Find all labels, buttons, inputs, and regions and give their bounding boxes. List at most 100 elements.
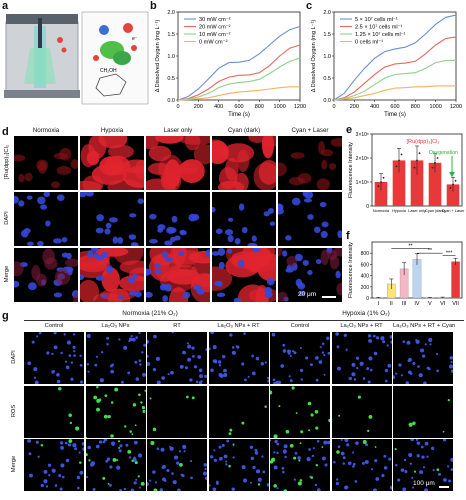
y-tick-label: 2×10⁶ — [356, 156, 369, 162]
nucleus — [418, 373, 423, 378]
sig-label: *** — [446, 250, 453, 256]
nucleus — [285, 268, 294, 273]
nucleus — [81, 442, 84, 446]
nucleus — [345, 348, 348, 351]
nucleus — [196, 288, 205, 295]
column-label: Normoxia — [32, 127, 60, 134]
nucleus — [33, 367, 38, 372]
nucleus — [86, 333, 91, 338]
panel-label-g: g — [2, 310, 9, 322]
nucleus — [130, 242, 137, 246]
cell-signal — [155, 136, 184, 144]
nucleus — [342, 462, 345, 465]
nucleus — [208, 484, 211, 487]
column-label: La₂O₃ NPs + RT — [217, 323, 260, 329]
nucleus — [348, 376, 352, 381]
panel-label-d: d — [2, 126, 9, 138]
nucleus — [209, 455, 213, 459]
nucleus — [340, 451, 345, 456]
nucleus — [138, 363, 142, 366]
y-tick-label: 400 — [361, 274, 370, 280]
cell-signal — [193, 143, 210, 165]
cell-signal — [321, 149, 333, 157]
nucleus — [419, 470, 424, 474]
nucleus — [176, 461, 180, 465]
group-line-normoxia — [24, 320, 268, 321]
cell-signal — [59, 147, 72, 161]
nucleus — [85, 475, 88, 479]
data-point — [377, 185, 380, 188]
cell-signal — [164, 159, 181, 188]
nucleus — [127, 276, 136, 284]
ros-spot — [263, 405, 267, 408]
nucleus — [324, 463, 328, 467]
x-tick-label: I — [378, 301, 380, 307]
cell-signal — [321, 159, 328, 170]
nucleus — [273, 381, 278, 384]
x-axis-label: Time (s) — [228, 112, 250, 118]
nucleus — [266, 379, 269, 383]
nucleus — [373, 351, 377, 356]
nucleus — [204, 476, 207, 481]
cell-signal — [212, 139, 228, 161]
nucleus — [270, 439, 272, 442]
sphere-blue — [99, 25, 109, 35]
cell-signal — [14, 154, 26, 162]
nucleus — [109, 369, 114, 374]
nucleus — [222, 368, 227, 373]
nucleus — [164, 257, 173, 263]
nucleus — [106, 457, 110, 461]
micrograph-tile — [14, 248, 78, 302]
x-tick-label: VI — [440, 301, 446, 307]
cell-signal — [36, 273, 47, 287]
nucleus — [129, 213, 137, 218]
nucleus — [189, 459, 193, 463]
nucleus — [266, 376, 269, 380]
nucleus — [73, 354, 76, 357]
ros-spot — [299, 479, 303, 482]
panel-label-c: c — [306, 0, 313, 12]
oxygen-bubble-1 — [57, 37, 63, 43]
nucleus — [100, 379, 103, 383]
nucleus — [72, 443, 77, 448]
ros-spot — [95, 407, 100, 412]
cell-signal — [36, 159, 49, 171]
y-tick-label: 0.5 — [323, 76, 331, 82]
nucleus — [283, 444, 288, 449]
ros-spot — [150, 441, 155, 446]
nucleus — [153, 334, 157, 339]
nucleus — [64, 360, 68, 363]
column-label: La₂O₃ NPs — [101, 323, 130, 329]
nucleus — [367, 356, 373, 361]
nucleus — [336, 366, 341, 371]
nucleus — [409, 372, 413, 375]
nucleus — [428, 337, 433, 343]
nucleus — [218, 261, 225, 270]
cell-signal — [170, 248, 200, 268]
legend-label: 10 mW cm⁻² — [199, 32, 231, 38]
nucleus — [170, 236, 176, 242]
nucleus — [135, 377, 139, 381]
micrograph-tile — [146, 248, 210, 302]
nucleus — [273, 451, 276, 454]
nucleus — [307, 270, 313, 276]
nucleus — [249, 445, 253, 449]
nucleus — [288, 375, 291, 378]
nucleus — [264, 287, 273, 294]
nucleus — [157, 224, 166, 231]
nucleus — [79, 363, 83, 367]
oxygen-small-2 — [93, 55, 99, 61]
nucleus — [27, 361, 32, 366]
nucleus — [224, 229, 234, 236]
nucleus — [90, 461, 95, 466]
x-tick-label: 0 — [176, 104, 179, 110]
ros-spot — [314, 409, 319, 414]
nucleus — [180, 473, 184, 477]
ros-spot — [140, 481, 145, 486]
nucleus — [142, 343, 146, 347]
nucleus — [278, 203, 283, 210]
ros-spot — [362, 439, 367, 444]
cell-signal — [160, 172, 180, 190]
ros-spot — [357, 395, 361, 399]
nucleus — [320, 230, 328, 239]
